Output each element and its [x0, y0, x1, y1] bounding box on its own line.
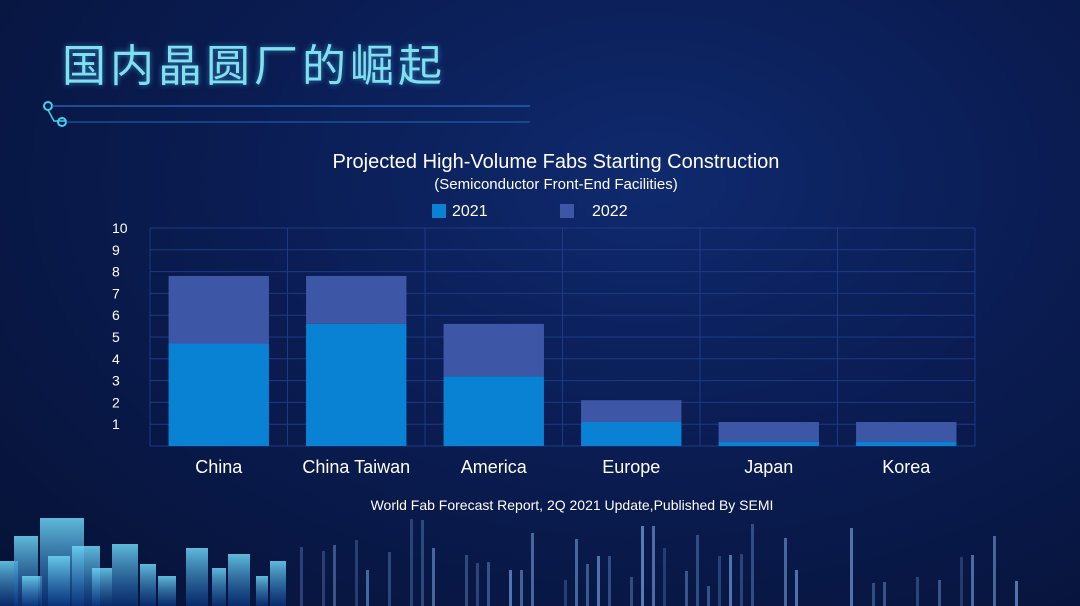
- binary-rain-stripe: [652, 526, 655, 606]
- binary-rain-stripe: [410, 519, 413, 606]
- building-shape: [92, 568, 112, 606]
- building-shape: [112, 544, 138, 606]
- legend-swatch-2021: [432, 204, 446, 218]
- binary-rain-stripe: [520, 570, 523, 606]
- legend-label-2021: 2021: [452, 203, 488, 220]
- legend-swatch-2022: [560, 204, 574, 218]
- binary-rain-stripe: [487, 562, 490, 606]
- x-category-label: Korea: [882, 457, 931, 477]
- bar-2021-japan: [718, 441, 819, 446]
- binary-rain-stripe: [729, 555, 732, 606]
- binary-rain-stripe: [586, 564, 589, 606]
- binary-rain-stripe: [696, 535, 699, 606]
- slide-title: 国内晶圆厂的崛起: [62, 41, 446, 92]
- binary-rain-stripe: [707, 586, 710, 606]
- binary-rain-stripe: [971, 555, 974, 606]
- binary-rain-stripe: [388, 552, 391, 606]
- building-shape: [256, 576, 268, 606]
- binary-rain-stripe: [641, 526, 644, 606]
- binary-rain-stripe: [872, 583, 875, 606]
- x-axis-categories: China China Taiwan America Europe Japan Korea: [195, 457, 931, 477]
- binary-rain-stripe: [333, 545, 336, 606]
- binary-rain-stripe: [355, 540, 358, 606]
- binary-rain-stripe: [751, 524, 754, 606]
- binary-rain-stripe: [465, 555, 468, 606]
- binary-rain-stripe: [630, 577, 633, 606]
- bar-2022-korea: [856, 422, 957, 442]
- binary-rain-stripe: [740, 554, 743, 606]
- y-axis-ticks: 1 2 3 4 5 6 7 8 9 10: [112, 220, 128, 432]
- binary-rain-stripe: [597, 556, 600, 606]
- binary-rain-stripe: [685, 571, 688, 606]
- bar-2022-europe: [581, 400, 682, 423]
- binary-rain-stripe: [322, 551, 325, 606]
- chart-title: Projected High-Volume Fabs Starting Cons…: [333, 151, 780, 173]
- binary-rain-stripe: [432, 548, 435, 606]
- chart-legend: 2021 2022: [432, 203, 628, 220]
- bar-2022-japan: [718, 422, 819, 442]
- source-note: World Fab Forecast Report, 2Q 2021 Updat…: [371, 497, 774, 513]
- binary-rain-stripe: [476, 563, 479, 606]
- city-skyline-decoration: [0, 518, 1018, 606]
- binary-rain-stripe: [531, 533, 534, 606]
- chart-bars: [168, 275, 957, 446]
- y-tick-label: 7: [112, 285, 120, 301]
- bar-2021-china: [168, 343, 269, 446]
- building-shape: [270, 561, 286, 606]
- binary-rain-stripe: [300, 547, 303, 606]
- binary-rain-stripe: [1015, 581, 1018, 606]
- building-shape: [48, 556, 70, 606]
- chart-gridlines: [149, 227, 976, 447]
- y-tick-label: 2: [112, 394, 120, 410]
- binary-rain-stripe: [795, 570, 798, 606]
- binary-rain-stripe: [883, 582, 886, 606]
- building-shape: [0, 561, 18, 606]
- binary-rain-stripe: [784, 538, 787, 606]
- x-category-label: Europe: [602, 457, 660, 477]
- binary-rain-stripe: [916, 577, 919, 606]
- bar-2022-america: [443, 323, 544, 377]
- decorative-circuit-lines: [43, 101, 530, 127]
- y-tick-label: 6: [112, 307, 120, 323]
- binary-rain-stripe: [718, 556, 721, 606]
- binary-rain-stripe: [663, 548, 666, 606]
- binary-rain-stripe: [938, 580, 941, 606]
- x-category-label: Japan: [744, 457, 793, 477]
- y-tick-label: 8: [112, 264, 120, 280]
- binary-rain-stripe: [575, 539, 578, 606]
- bar-2021-europe: [581, 422, 682, 446]
- x-category-label: China Taiwan: [302, 457, 410, 477]
- building-shape: [212, 568, 226, 606]
- bar-2021-korea: [856, 441, 957, 446]
- binary-rain-stripe: [993, 536, 996, 606]
- y-tick-label: 10: [112, 220, 128, 236]
- bar-2021-china-taiwan: [306, 323, 407, 446]
- x-category-label: China: [195, 457, 243, 477]
- binary-rain-stripe: [960, 557, 963, 606]
- bar-2022-china: [168, 275, 269, 344]
- y-tick-label: 5: [112, 329, 120, 345]
- binary-rain-stripe: [366, 570, 369, 606]
- x-category-label: America: [461, 457, 528, 477]
- building-shape: [186, 548, 208, 606]
- y-tick-label: 9: [112, 242, 120, 258]
- binary-rain-stripe: [421, 520, 424, 606]
- building-shape: [158, 576, 176, 606]
- y-tick-label: 4: [112, 351, 120, 367]
- binary-rain-stripe: [509, 570, 512, 606]
- binary-rain-stripe: [850, 528, 853, 606]
- bar-2021-america: [443, 376, 544, 446]
- y-tick-label: 3: [112, 373, 120, 389]
- y-tick-label: 1: [112, 416, 120, 432]
- bar-2022-china-taiwan: [306, 275, 407, 324]
- building-shape: [140, 564, 156, 606]
- chart-subtitle: (Semiconductor Front-End Facilities): [434, 176, 677, 193]
- binary-rain-stripe: [608, 556, 611, 606]
- legend-label-2022: 2022: [592, 203, 628, 220]
- building-shape: [22, 576, 42, 606]
- building-shape: [228, 554, 250, 606]
- binary-rain-stripe: [564, 580, 567, 606]
